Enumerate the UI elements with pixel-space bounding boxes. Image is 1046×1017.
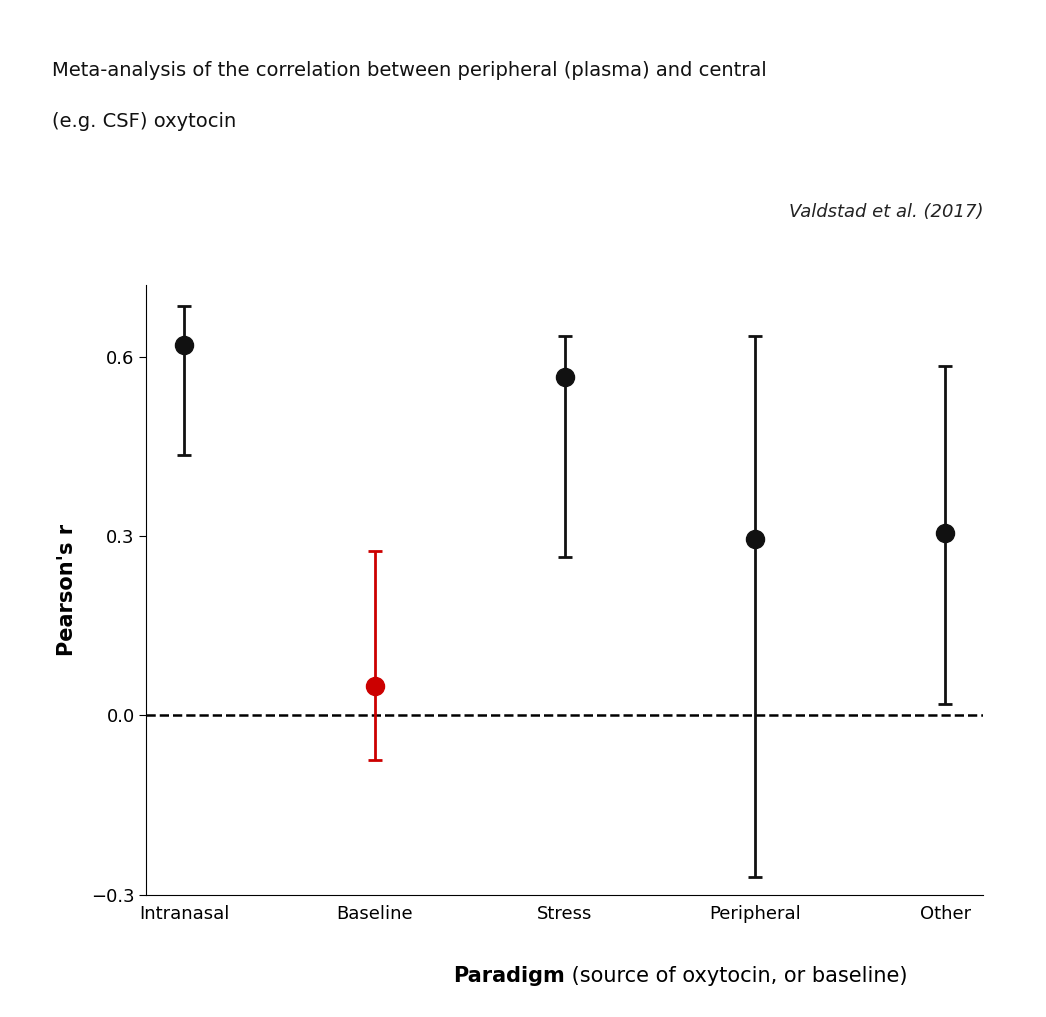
Text: Valdstad et al. (2017): Valdstad et al. (2017) (789, 203, 983, 222)
Text: Paradigm: Paradigm (453, 966, 565, 986)
Text: (e.g. CSF) oxytocin: (e.g. CSF) oxytocin (52, 112, 236, 131)
Text: (source of oxytocin, or baseline): (source of oxytocin, or baseline) (565, 966, 907, 986)
Text: Meta-analysis of the correlation between peripheral (plasma) and central: Meta-analysis of the correlation between… (52, 61, 767, 80)
Y-axis label: Pearson's r: Pearson's r (58, 524, 77, 656)
